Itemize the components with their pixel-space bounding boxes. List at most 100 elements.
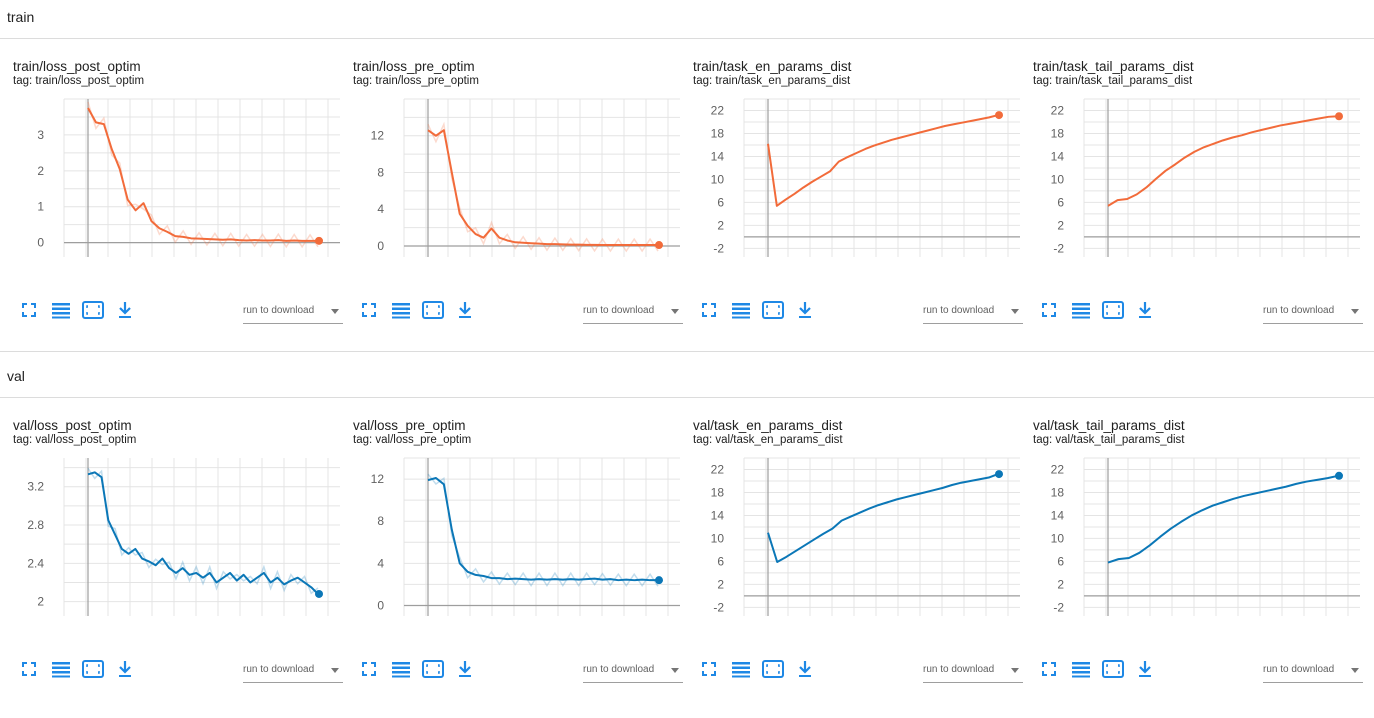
data-table-button[interactable] xyxy=(48,660,74,682)
y-tick-label: 18 xyxy=(1051,485,1065,499)
chart-toolbar: run to download xyxy=(1020,300,1363,331)
data-table-button[interactable] xyxy=(388,301,414,323)
chart-toolbar: run to download xyxy=(0,300,343,331)
data-table-button[interactable] xyxy=(388,660,414,682)
fit-domain-button[interactable] xyxy=(420,659,446,683)
chart-card: train/task_en_params_dist tag: train/tas… xyxy=(680,59,1023,359)
data-table-button[interactable] xyxy=(1068,660,1094,682)
fit-domain-button[interactable] xyxy=(80,659,106,682)
data-table-icon xyxy=(391,660,411,683)
chart-tag: tag: val/task_en_params_dist xyxy=(693,434,843,446)
section-title-train: train xyxy=(7,9,35,25)
run-to-download-select[interactable]: run to download xyxy=(923,301,1023,324)
data-table-button[interactable] xyxy=(728,660,754,682)
run-to-download-select[interactable]: run to download xyxy=(583,301,683,324)
fullscreen-button[interactable] xyxy=(16,301,42,323)
download-button[interactable] xyxy=(112,660,138,682)
chart-card: val/task_tail_params_dist tag: val/task_… xyxy=(1020,418,1363,718)
series-line xyxy=(1107,474,1339,564)
fullscreen-button[interactable] xyxy=(696,660,722,682)
y-tick-label: 10 xyxy=(1051,531,1065,545)
series-last-point xyxy=(1335,471,1343,480)
line-chart[interactable]: 2 2.4 2.8 3.2 xyxy=(0,450,340,620)
line-chart[interactable]: 0 1 2 3 xyxy=(0,91,340,261)
fullscreen-button[interactable] xyxy=(16,660,42,682)
download-button[interactable] xyxy=(452,660,478,682)
fullscreen-button[interactable] xyxy=(1036,301,1062,323)
series-line xyxy=(767,114,999,207)
series-last-point xyxy=(1335,112,1343,121)
run-to-download-select[interactable]: run to download xyxy=(1263,301,1363,324)
fullscreen-button[interactable] xyxy=(696,301,722,323)
run-to-download-select[interactable]: run to download xyxy=(923,660,1023,683)
line-chart[interactable]: 0 4 8 12 xyxy=(340,450,680,620)
y-tick-label: 2 xyxy=(1057,577,1064,591)
fit-domain-icon xyxy=(762,300,784,324)
y-tick-label: -2 xyxy=(713,600,724,614)
series-last-point xyxy=(315,236,323,245)
download-select-label: run to download xyxy=(583,305,655,316)
fit-domain-button[interactable] xyxy=(1100,300,1126,323)
download-icon xyxy=(457,660,473,683)
y-tick-label: 1 xyxy=(37,200,44,214)
run-to-download-select[interactable]: run to download xyxy=(243,301,343,324)
download-select-label: run to download xyxy=(923,305,995,316)
chart-tag: tag: train/loss_post_optim xyxy=(13,75,145,87)
y-tick-label: 6 xyxy=(1057,195,1064,209)
chart-tag: tag: val/loss_post_optim xyxy=(13,434,137,446)
y-tick-label: 0 xyxy=(37,236,44,250)
download-button[interactable] xyxy=(792,660,818,682)
fullscreen-button[interactable] xyxy=(356,660,382,682)
download-icon xyxy=(797,301,813,324)
fullscreen-button[interactable] xyxy=(356,301,382,323)
download-select-label: run to download xyxy=(1263,305,1335,316)
fit-domain-button[interactable] xyxy=(420,300,446,323)
download-select-label: run to download xyxy=(923,664,995,675)
line-chart[interactable]: -2 2 6 10 14 18 22 xyxy=(680,91,1020,261)
download-select-label: run to download xyxy=(243,305,315,316)
download-icon xyxy=(117,660,133,683)
download-button[interactable] xyxy=(452,301,478,323)
y-tick-label: 0 xyxy=(377,598,384,612)
y-tick-label: 6 xyxy=(717,195,724,209)
download-icon xyxy=(117,301,133,324)
download-button[interactable] xyxy=(792,301,818,323)
run-to-download-select[interactable]: run to download xyxy=(583,660,683,683)
chart-title: val/task_en_params_dist xyxy=(693,418,843,433)
data-table-button[interactable] xyxy=(728,301,754,323)
fullscreen-icon xyxy=(1041,302,1057,323)
run-to-download-select[interactable]: run to download xyxy=(1263,660,1363,683)
fit-domain-button[interactable] xyxy=(1100,659,1126,682)
chart-card: val/task_en_params_dist tag: val/task_en… xyxy=(680,418,1023,718)
chart-title: val/loss_post_optim xyxy=(13,418,132,433)
line-chart[interactable]: -2 2 6 10 14 18 22 xyxy=(680,450,1020,620)
chart-title: val/loss_pre_optim xyxy=(353,418,466,433)
download-icon xyxy=(1137,660,1153,683)
chart-toolbar: run to download xyxy=(680,300,1023,331)
line-chart[interactable]: -2 2 6 10 14 18 22 xyxy=(1020,450,1360,620)
fullscreen-button[interactable] xyxy=(1036,660,1062,682)
fit-domain-button[interactable] xyxy=(80,300,106,323)
y-tick-label: 14 xyxy=(1051,508,1065,522)
download-button[interactable] xyxy=(1132,301,1158,323)
y-tick-label: 8 xyxy=(377,514,384,528)
run-to-download-select[interactable]: run to download xyxy=(243,660,343,683)
series-line xyxy=(767,473,999,563)
data-table-button[interactable] xyxy=(48,301,74,323)
chart-card: train/loss_pre_optim tag: train/loss_pre… xyxy=(340,59,683,359)
download-button[interactable] xyxy=(1132,660,1158,682)
fullscreen-icon xyxy=(21,661,37,682)
line-chart[interactable]: 0 4 8 12 xyxy=(340,91,680,261)
data-table-button[interactable] xyxy=(1068,301,1094,323)
line-chart[interactable]: -2 2 6 10 14 18 22 xyxy=(1020,91,1360,261)
fit-domain-icon xyxy=(422,659,444,683)
y-tick-label: 18 xyxy=(711,126,725,140)
fit-domain-button[interactable] xyxy=(760,659,786,682)
chart-card: val/loss_pre_optim tag: val/loss_pre_opt… xyxy=(340,418,683,718)
download-button[interactable] xyxy=(112,301,138,323)
section-title-val: val xyxy=(7,368,25,384)
fit-domain-button[interactable] xyxy=(760,300,786,324)
fullscreen-icon xyxy=(361,302,377,323)
fullscreen-icon xyxy=(701,302,717,323)
y-tick-label: 2 xyxy=(717,218,724,232)
